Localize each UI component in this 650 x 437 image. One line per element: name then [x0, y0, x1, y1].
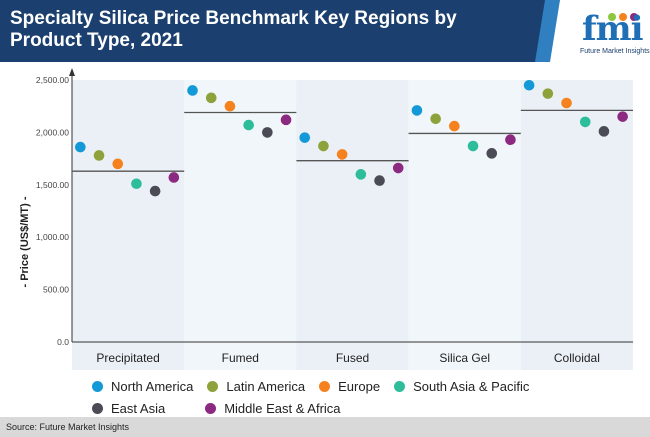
data-point	[149, 185, 161, 197]
data-point	[561, 97, 572, 109]
data-point	[430, 113, 441, 125]
x-tick-label: Fumed	[222, 351, 259, 365]
data-point	[280, 114, 292, 126]
y-tick-label: 2,000.00	[36, 127, 69, 137]
x-tick-label: Silica Gel	[439, 351, 490, 365]
data-point	[467, 140, 479, 152]
data-point	[355, 169, 367, 180]
data-point	[168, 172, 180, 183]
legend-row: East Asia Middle East & Africa	[92, 397, 543, 419]
header: Specialty Silica Price Benchmark Key Reg…	[0, 0, 650, 62]
legend-dot-icon	[92, 402, 103, 414]
x-tick-label: Precipitated	[96, 351, 159, 365]
x-tick-label: Fused	[336, 351, 369, 365]
data-point	[336, 149, 348, 160]
category-band	[520, 80, 633, 370]
data-point	[411, 105, 423, 116]
legend-item: South Asia & Pacific	[394, 379, 529, 394]
data-point	[542, 88, 554, 99]
chart: Precipitated Fumed Fused Silica Gel Colloida…	[19, 68, 633, 370]
category-band	[72, 80, 185, 370]
data-point	[75, 141, 86, 153]
logo-tagline: Future Market Insights	[580, 48, 650, 55]
legend-item: Latin America	[207, 379, 305, 394]
category-band	[184, 80, 297, 370]
legend-dot-icon	[207, 380, 219, 392]
data-point	[486, 148, 498, 159]
fmi-logo: fmi Future Market Insights	[580, 6, 650, 58]
data-point	[112, 158, 124, 170]
title-band	[0, 0, 560, 62]
y-tick-label: 1,000.00	[36, 232, 69, 242]
legend-row: North America Latin America Europe South As…	[92, 375, 543, 397]
data-point	[243, 119, 254, 131]
y-tick-label: 500.00	[43, 285, 69, 295]
source-footer: Source: Future Market Insights	[0, 417, 650, 437]
y-tick-label: 1,500.00	[36, 180, 69, 190]
data-point	[505, 134, 516, 146]
data-point	[299, 132, 311, 143]
legend-dot-icon	[319, 380, 331, 392]
legend-label: East Asia	[111, 400, 166, 416]
data-point	[318, 140, 329, 152]
y-axis-label: - Price (US$/MT) -	[19, 196, 31, 287]
legend-label: Middle East & Africa	[224, 400, 341, 416]
legend: North America Latin America Europe South As…	[92, 375, 543, 419]
y-axis-arrow-icon	[69, 68, 75, 76]
data-point	[224, 100, 236, 112]
data-point	[187, 85, 198, 96]
legend-item: Middle East & Africa	[205, 400, 341, 416]
data-point	[374, 175, 385, 186]
data-point	[93, 150, 105, 161]
chart-title: Specialty Silica Price Benchmark Key Reg…	[10, 8, 457, 51]
logo-text: fmi	[582, 9, 644, 49]
y-tick-label: 2,500.00	[36, 75, 69, 85]
legend-dot-icon	[394, 380, 406, 392]
legend-item: North America	[92, 379, 193, 394]
data-point	[523, 79, 535, 91]
legend-dot-icon	[205, 402, 217, 414]
data-point	[205, 92, 217, 104]
category-band	[296, 80, 409, 370]
logo-dots-icon	[608, 8, 641, 26]
y-tick-label: 0.0	[57, 337, 69, 347]
data-point	[392, 162, 404, 174]
data-point	[449, 120, 460, 132]
legend-item: East Asia	[92, 401, 165, 416]
data-point	[579, 116, 591, 128]
data-point	[617, 111, 628, 122]
legend-label: Latin America	[226, 378, 306, 394]
category-band	[408, 80, 521, 370]
x-tick-label: Colloidal	[554, 351, 600, 365]
legend-label: Europe	[338, 378, 381, 394]
legend-dot-icon	[92, 380, 103, 392]
data-point	[598, 126, 610, 137]
data-point	[262, 127, 273, 138]
data-point	[131, 178, 142, 190]
legend-label: South Asia & Pacific	[413, 378, 530, 394]
legend-label: North America	[111, 378, 194, 394]
legend-item: Europe	[319, 379, 380, 394]
